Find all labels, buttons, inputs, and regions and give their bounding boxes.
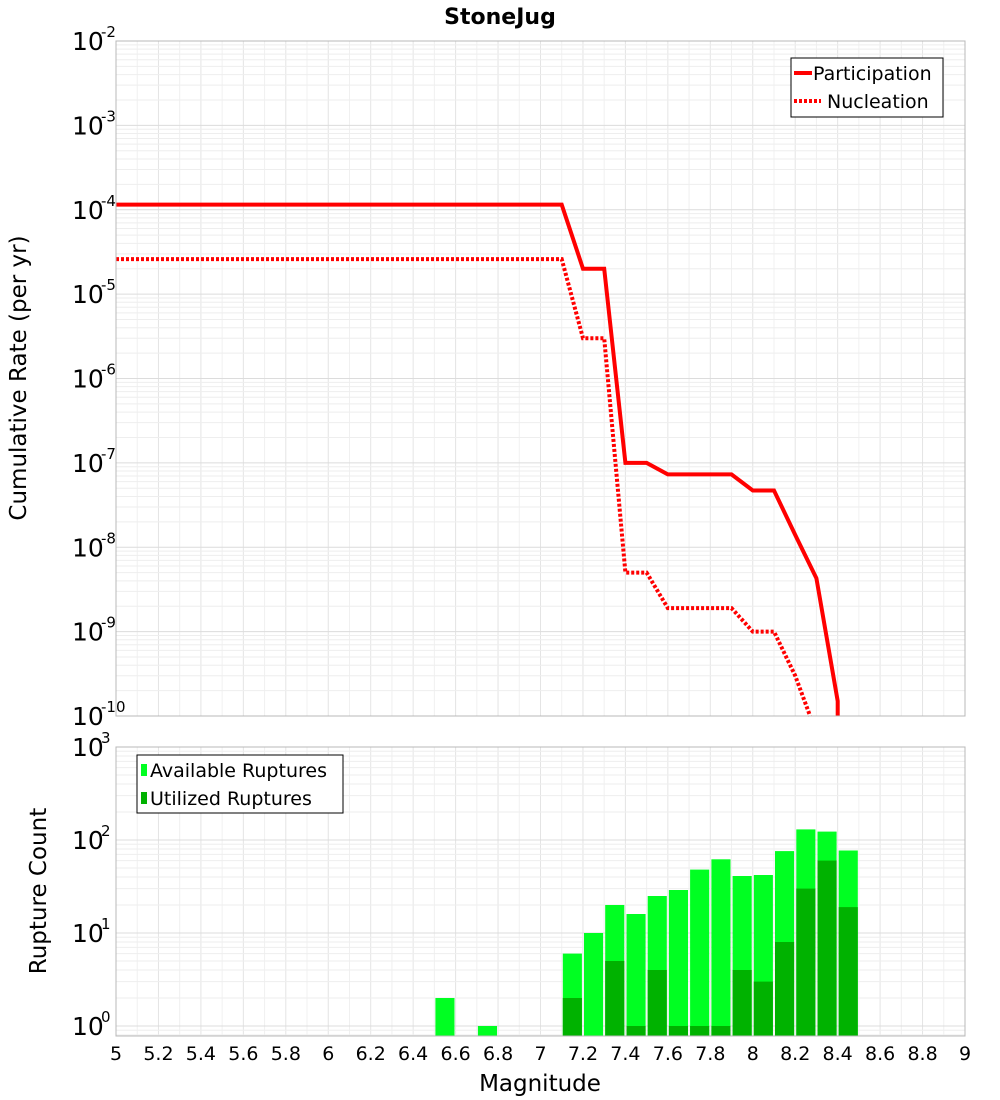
bottom-y-tick-label: 10 (72, 1012, 104, 1041)
x-tick-label: 6.6 (440, 1043, 470, 1065)
x-tick-label: 6.8 (483, 1043, 513, 1065)
bottom-y-tick-exponent: 2 (101, 822, 111, 840)
bottom-y-tick-label: 10 (72, 826, 104, 855)
cumulative-rate-lines (116, 202, 840, 717)
series-line-nucleation (116, 257, 812, 717)
rupture-legend: Available Ruptures Utilized Ruptures (136, 754, 344, 814)
top-y-tick-exponent: -10 (101, 698, 126, 716)
bottom-y-tick-exponent: 0 (101, 1008, 111, 1026)
x-tick-label: 8.2 (780, 1043, 810, 1065)
available-bar (477, 1026, 497, 1036)
x-tick-label: 6 (322, 1043, 334, 1065)
available-bar (711, 859, 731, 1036)
x-tick-label: 6.4 (398, 1043, 428, 1065)
top-y-tick-label: 10 (72, 618, 104, 647)
top-plot-grid (115, 40, 966, 717)
available-bar (435, 998, 455, 1036)
x-tick-label: 7.4 (610, 1043, 640, 1065)
legend-utilized-label: Utilized Ruptures (150, 788, 312, 810)
bottom-y-tick-label: 10 (72, 919, 104, 948)
x-tick-label: 9 (959, 1043, 971, 1065)
available-bar (626, 914, 646, 1036)
x-tick-label: 8.8 (907, 1043, 937, 1065)
utilized-bar (753, 981, 773, 1036)
utilized-bar (732, 970, 752, 1036)
top-y-tick-label: 10 (72, 449, 104, 478)
top-y-tick-label: 10 (72, 196, 104, 225)
utilized-bar (626, 1026, 646, 1036)
x-tick-label: 5 (110, 1043, 122, 1065)
utilized-bar (562, 998, 582, 1036)
top-y-tick-exponent: -7 (101, 445, 116, 463)
utilized-bar (668, 1026, 688, 1036)
utilized-bar (775, 942, 795, 1036)
x-tick-label: 5.2 (143, 1043, 173, 1065)
utilized-bar (605, 961, 625, 1036)
legend-available-swatch (141, 764, 147, 776)
bottom-y-tick-exponent: 3 (101, 729, 111, 747)
chart-title: StoneJug (444, 5, 556, 30)
x-tick-label: 8.4 (823, 1043, 853, 1065)
x-tick-labels: 5 5.2 5.4 5.6 5.8 6 6.2 6.4 6.6 6.8 7 7.2 7.4 7.6 7.8 8… (110, 1043, 971, 1065)
top-y-tick-label: 10 (72, 280, 104, 309)
x-tick-label: 5.6 (228, 1043, 258, 1065)
top-y-tick-exponent: -3 (101, 107, 116, 125)
top-y-tick-label: 10 (72, 365, 104, 394)
utilized-bar (647, 970, 667, 1036)
x-tick-label: 8 (747, 1043, 759, 1065)
top-y-tick-labels: 10-210-310-410-510-610-710-810-910-10 (72, 23, 126, 731)
legend-participation-label: Participation (813, 63, 932, 85)
bottom-y-tick-exponent: 1 (101, 915, 111, 933)
top-y-tick-exponent: -9 (101, 614, 116, 632)
x-tick-label: 6.2 (356, 1043, 386, 1065)
x-tick-label: 7.8 (695, 1043, 725, 1065)
legend-nucleation-label: Nucleation (827, 91, 929, 113)
available-bar (690, 869, 710, 1036)
legend-utilized-swatch (141, 792, 147, 804)
series-line-participation (116, 202, 840, 716)
top-y-axis-label: Cumulative Rate (per yr) (6, 235, 32, 520)
x-tick-label: 5.4 (186, 1043, 216, 1065)
bottom-plot-frame (115, 746, 966, 1037)
available-bar (668, 890, 688, 1036)
top-y-tick-exponent: -2 (101, 23, 116, 41)
top-y-tick-label: 10 (72, 111, 104, 140)
top-y-tick-exponent: -4 (101, 192, 116, 210)
top-plot-frame (115, 40, 966, 717)
bottom-y-axis-label: Rupture Count (26, 808, 52, 974)
top-y-tick-label: 10 (72, 702, 104, 731)
top-y-tick-label: 10 (72, 533, 104, 562)
legend-available-label: Available Ruptures (150, 760, 327, 782)
utilized-bar (796, 888, 816, 1036)
utilized-bar (838, 907, 858, 1036)
rupture-legend-box (136, 754, 344, 814)
available-bar (584, 933, 604, 1036)
top-y-tick-exponent: -5 (101, 276, 116, 294)
bottom-y-tick-label: 10 (72, 733, 104, 762)
top-y-tick-label: 10 (72, 27, 104, 56)
utilized-bar (711, 1026, 731, 1036)
utilized-bar (817, 860, 837, 1036)
x-tick-label: 8.6 (865, 1043, 895, 1065)
x-tick-label: 7.6 (653, 1043, 683, 1065)
rate-legend-box (790, 57, 944, 118)
x-tick-label: 5.8 (271, 1043, 301, 1065)
x-axis-label: Magnitude (479, 1071, 601, 1097)
x-tick-label: 7 (534, 1043, 546, 1065)
rupture-count-bars (435, 829, 858, 1036)
x-tick-label: 7.2 (568, 1043, 598, 1065)
rate-legend: Participation Nucleation (790, 57, 944, 118)
utilized-bar (690, 1026, 710, 1036)
top-y-tick-exponent: -8 (101, 529, 116, 547)
top-y-tick-exponent: -6 (101, 361, 116, 379)
